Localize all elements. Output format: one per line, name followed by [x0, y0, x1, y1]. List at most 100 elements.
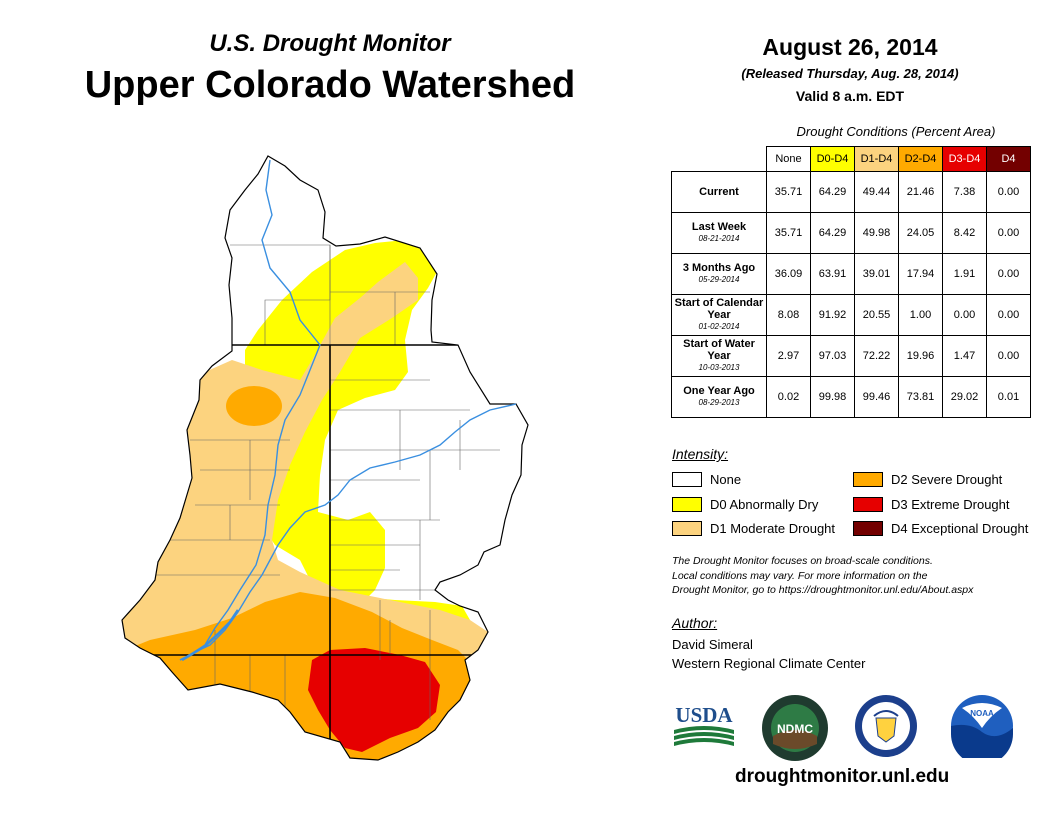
- table-cell: 99.98: [810, 376, 855, 418]
- col-header-d0-d4: D0-D4: [810, 146, 855, 172]
- table-cell: 1.91: [942, 253, 987, 295]
- release-date: (Released Thursday, Aug. 28, 2014): [741, 66, 959, 81]
- table-row: Last Week 08-21-2014 35.71 64.29 49.98 24…: [671, 212, 1031, 254]
- d0-area: [245, 240, 438, 610]
- table-row: Start of Water Year 10-03-2013 2.97 97.03…: [671, 335, 1031, 377]
- row-label: Start of Water Year: [683, 338, 755, 362]
- row-label-cell: Last Week 08-21-2014: [671, 212, 767, 254]
- disclaimer-line: Local conditions may vary. For more info…: [672, 569, 928, 582]
- table-cell: 0.00: [986, 335, 1031, 377]
- table-cell: 0.00: [986, 212, 1031, 254]
- ndmc-logo-text: NDMC: [777, 722, 813, 736]
- table-cell: 64.29: [810, 171, 855, 213]
- valid-time: Valid 8 a.m. EDT: [795, 88, 905, 104]
- legend-swatch: [853, 521, 883, 536]
- row-label-cell: One Year Ago 08-29-2013: [671, 376, 767, 418]
- legend-label: D2 Severe Drought: [891, 472, 1003, 487]
- map-date: August 26, 2014: [762, 34, 938, 60]
- disclaimer: The Drought Monitor focuses on broad-sca…: [672, 554, 1042, 598]
- table-cell: 0.00: [986, 253, 1031, 295]
- table-cell: 2.97: [766, 335, 811, 377]
- table-cell: 29.02: [942, 376, 987, 418]
- county-lines: [150, 244, 500, 720]
- green-river: [179, 159, 321, 661]
- table-cell: 63.91: [810, 253, 855, 295]
- table-cell: 0.02: [766, 376, 811, 418]
- table-row: Start of Calendar Year 01-02-2014 8.08 91…: [671, 294, 1031, 336]
- website-link[interactable]: droughtmonitor.unl.edu: [735, 766, 950, 787]
- table-cell: 49.98: [854, 212, 899, 254]
- table-cell: 39.01: [854, 253, 899, 295]
- table-cell: 0.01: [986, 376, 1031, 418]
- disclaimer-line: Drought Monitor, go to https://droughtmo…: [672, 584, 974, 596]
- row-label: 3 Months Ago: [682, 262, 756, 274]
- usda-logo: USDA: [672, 700, 736, 748]
- table-cell: 24.05: [898, 212, 943, 254]
- table-cell: 72.22: [854, 335, 899, 377]
- disclaimer-line: The Drought Monitor focuses on broad-sca…: [672, 555, 933, 567]
- col-header-d1-d4: D1-D4: [854, 146, 899, 172]
- author-heading: Author:: [672, 615, 718, 631]
- legend-label: D1 Moderate Drought: [710, 521, 836, 536]
- map-title: Upper Colorado Watershed: [84, 64, 576, 106]
- row-sublabel: 05-29-2014: [698, 275, 740, 284]
- legend-label: D4 Exceptional Drought: [891, 521, 1029, 536]
- table-row: 3 Months Ago 05-29-2014 36.09 63.91 39.01…: [671, 253, 1031, 295]
- table-cell: 91.92: [810, 294, 855, 336]
- legend-swatch: [672, 472, 702, 487]
- row-label: Current: [699, 186, 739, 198]
- table-cell: 8.08: [766, 294, 811, 336]
- table-cell: 35.71: [766, 212, 811, 254]
- commerce-seal: [854, 694, 918, 758]
- table-cell: 21.46: [898, 171, 943, 213]
- row-sublabel: 01-02-2014: [698, 322, 740, 331]
- legend-label: D0 Abnormally Dry: [710, 497, 819, 512]
- d3-area: [308, 648, 440, 752]
- state-lines: [122, 344, 520, 760]
- row-label-cell: Start of Calendar Year 01-02-2014: [671, 294, 767, 336]
- row-label: One Year Ago: [683, 385, 755, 397]
- lake-powell: [181, 609, 240, 662]
- col-header-d2-d4: D2-D4: [898, 146, 943, 172]
- drought-areas: [122, 156, 528, 760]
- legend-swatch: [672, 497, 702, 512]
- row-label-cell: Current: [671, 171, 767, 213]
- table-caption: Drought Conditions (Percent Area): [796, 124, 996, 139]
- legend-heading: Intensity:: [672, 446, 729, 462]
- table-cell: 0.00: [942, 294, 987, 336]
- row-label-cell: Start of Water Year 10-03-2013: [671, 335, 767, 377]
- table-cell: 49.44: [854, 171, 899, 213]
- ndmc-logo: NDMC: [761, 694, 829, 762]
- row-label-cell: 3 Months Ago 05-29-2014: [671, 253, 767, 295]
- table-row: Current 35.71 64.29 49.44 21.46 7.38 0.0…: [671, 171, 1031, 213]
- table-cell: 19.96: [898, 335, 943, 377]
- legend-swatch: [853, 472, 883, 487]
- map-subtitle: U.S. Drought Monitor: [209, 30, 451, 57]
- col-header-none: None: [766, 146, 811, 172]
- noaa-logo-text: NOAA: [970, 709, 994, 718]
- table-cell: 0.00: [986, 294, 1031, 336]
- table-cell: 73.81: [898, 376, 943, 418]
- table-cell: 17.94: [898, 253, 943, 295]
- basin-outline: [121, 155, 529, 761]
- conditions-table: None D0-D4 D1-D4 D2-D4 D3-D4 D4 Current …: [671, 146, 1031, 418]
- d2-spot: [226, 386, 282, 426]
- usda-logo-text: USDA: [675, 703, 733, 727]
- row-label: Start of Calendar Year: [674, 297, 764, 321]
- table-cell: 0.00: [986, 171, 1031, 213]
- table-cell: 99.46: [854, 376, 899, 418]
- col-header-d4: D4: [986, 146, 1031, 172]
- row-sublabel: 10-03-2013: [698, 363, 740, 372]
- table-cell: 7.38: [942, 171, 987, 213]
- author-name: David Simeral: [672, 637, 753, 652]
- table-cell: 1.00: [898, 294, 943, 336]
- noaa-logo: NOAA: [950, 694, 1014, 765]
- author-org: Western Regional Climate Center: [672, 656, 866, 671]
- row-sublabel: 08-29-2013: [698, 398, 740, 407]
- rivers: [179, 159, 517, 662]
- legend-label: D3 Extreme Drought: [891, 497, 1010, 512]
- drought-map: [121, 155, 529, 761]
- col-header-d3-d4: D3-D4: [942, 146, 987, 172]
- table-cell: 35.71: [766, 171, 811, 213]
- table-cell: 1.47: [942, 335, 987, 377]
